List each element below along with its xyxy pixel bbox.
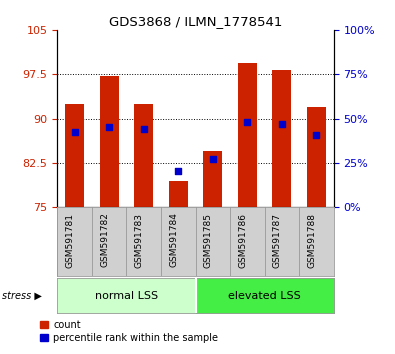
Point <box>175 168 181 173</box>
Bar <box>169 181 188 207</box>
Text: GSM591786: GSM591786 <box>238 213 247 268</box>
Text: GSM591788: GSM591788 <box>307 213 316 268</box>
Bar <box>273 70 292 207</box>
Text: normal LSS: normal LSS <box>95 291 158 301</box>
Text: GSM591782: GSM591782 <box>100 213 109 268</box>
Bar <box>100 76 118 207</box>
Point <box>244 119 250 124</box>
Legend: count, percentile rank within the sample: count, percentile rank within the sample <box>40 320 218 343</box>
Bar <box>65 104 84 207</box>
Text: GSM591783: GSM591783 <box>135 213 144 268</box>
Title: GDS3868 / ILMN_1778541: GDS3868 / ILMN_1778541 <box>109 15 282 28</box>
Point <box>71 129 78 135</box>
Text: stress ▶: stress ▶ <box>2 291 42 301</box>
Point <box>279 122 285 127</box>
Text: GSM591785: GSM591785 <box>204 213 213 268</box>
Text: GSM591781: GSM591781 <box>66 213 75 268</box>
Bar <box>203 151 222 207</box>
Bar <box>134 104 153 207</box>
Point <box>106 125 112 130</box>
Bar <box>307 107 326 207</box>
Text: GSM591784: GSM591784 <box>169 213 178 268</box>
Point <box>210 156 216 161</box>
Bar <box>238 63 257 207</box>
Text: elevated LSS: elevated LSS <box>228 291 301 301</box>
Point <box>141 126 147 132</box>
Text: GSM591787: GSM591787 <box>273 213 282 268</box>
Point <box>313 132 320 138</box>
